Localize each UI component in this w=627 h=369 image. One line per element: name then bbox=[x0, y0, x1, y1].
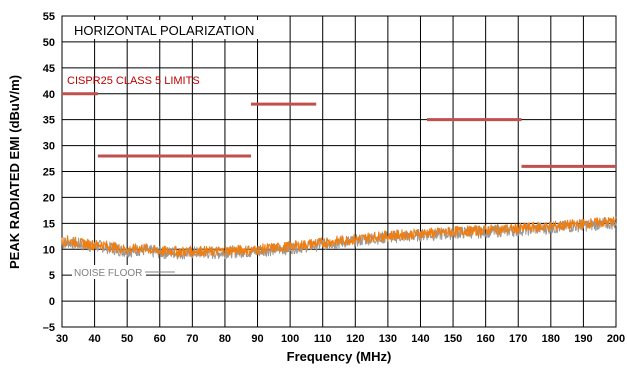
noise-floor-label: NOISE FLOOR bbox=[74, 268, 142, 279]
y-tick-label: 25 bbox=[43, 167, 55, 179]
grid bbox=[61, 15, 617, 328]
y-axis-title: PEAK RADIATED EMI (dBuV/m) bbox=[7, 75, 22, 269]
polarization-label-bg bbox=[66, 20, 274, 39]
x-tick-label: 100 bbox=[281, 333, 299, 345]
x-tick-label: 180 bbox=[542, 333, 560, 345]
limits-label: CISPR25 CLASS 5 LIMITS bbox=[67, 75, 200, 87]
limit-lines bbox=[62, 92, 616, 168]
y-tick-label: 5 bbox=[49, 270, 55, 282]
y-tick-label: –5 bbox=[43, 322, 55, 334]
y-tick-label: 45 bbox=[43, 63, 55, 75]
x-tick-label: 50 bbox=[121, 333, 133, 345]
x-tick-label: 110 bbox=[314, 333, 332, 345]
x-tick-labels: 30 40 50 60 70 80 90 100 110 120 130 140 150 160 170 18… bbox=[56, 333, 625, 345]
y-tick-label: 15 bbox=[43, 218, 55, 230]
y-tick-label: 35 bbox=[43, 115, 55, 127]
x-tick-label: 130 bbox=[379, 333, 397, 345]
y-tick-label: 20 bbox=[43, 192, 55, 204]
y-tick-label: 10 bbox=[43, 244, 55, 256]
x-axis-title: Frequency (MHz) bbox=[287, 349, 392, 364]
x-tick-label: 30 bbox=[56, 333, 68, 345]
x-tick-label: 70 bbox=[186, 333, 198, 345]
x-tick-label: 200 bbox=[607, 333, 625, 345]
x-tick-label: 170 bbox=[509, 333, 527, 345]
y-tick-label: 55 bbox=[43, 11, 55, 23]
y-tick-label: 50 bbox=[43, 37, 55, 49]
x-tick-label: 120 bbox=[346, 333, 364, 345]
polarization-label: HORIZONTAL POLARIZATION bbox=[74, 23, 254, 38]
y-tick-label: 30 bbox=[43, 141, 55, 153]
x-tick-label: 190 bbox=[574, 333, 592, 345]
x-tick-label: 90 bbox=[251, 333, 263, 345]
x-tick-label: 60 bbox=[154, 333, 166, 345]
x-tick-label: 150 bbox=[444, 333, 462, 345]
y-tick-labels: –5 0 5 10 15 20 25 30 35 40 45 50 55 bbox=[43, 11, 55, 334]
x-tick-label: 40 bbox=[88, 333, 100, 345]
x-tick-label: 160 bbox=[476, 333, 494, 345]
noise-floor-label-bg bbox=[72, 265, 146, 279]
data-series bbox=[61, 216, 617, 260]
x-tick-label: 80 bbox=[219, 333, 231, 345]
x-tick-label: 140 bbox=[411, 333, 429, 345]
measured-emi-series bbox=[61, 216, 617, 258]
y-tick-label: 0 bbox=[49, 296, 55, 308]
y-tick-label: 40 bbox=[43, 89, 55, 101]
